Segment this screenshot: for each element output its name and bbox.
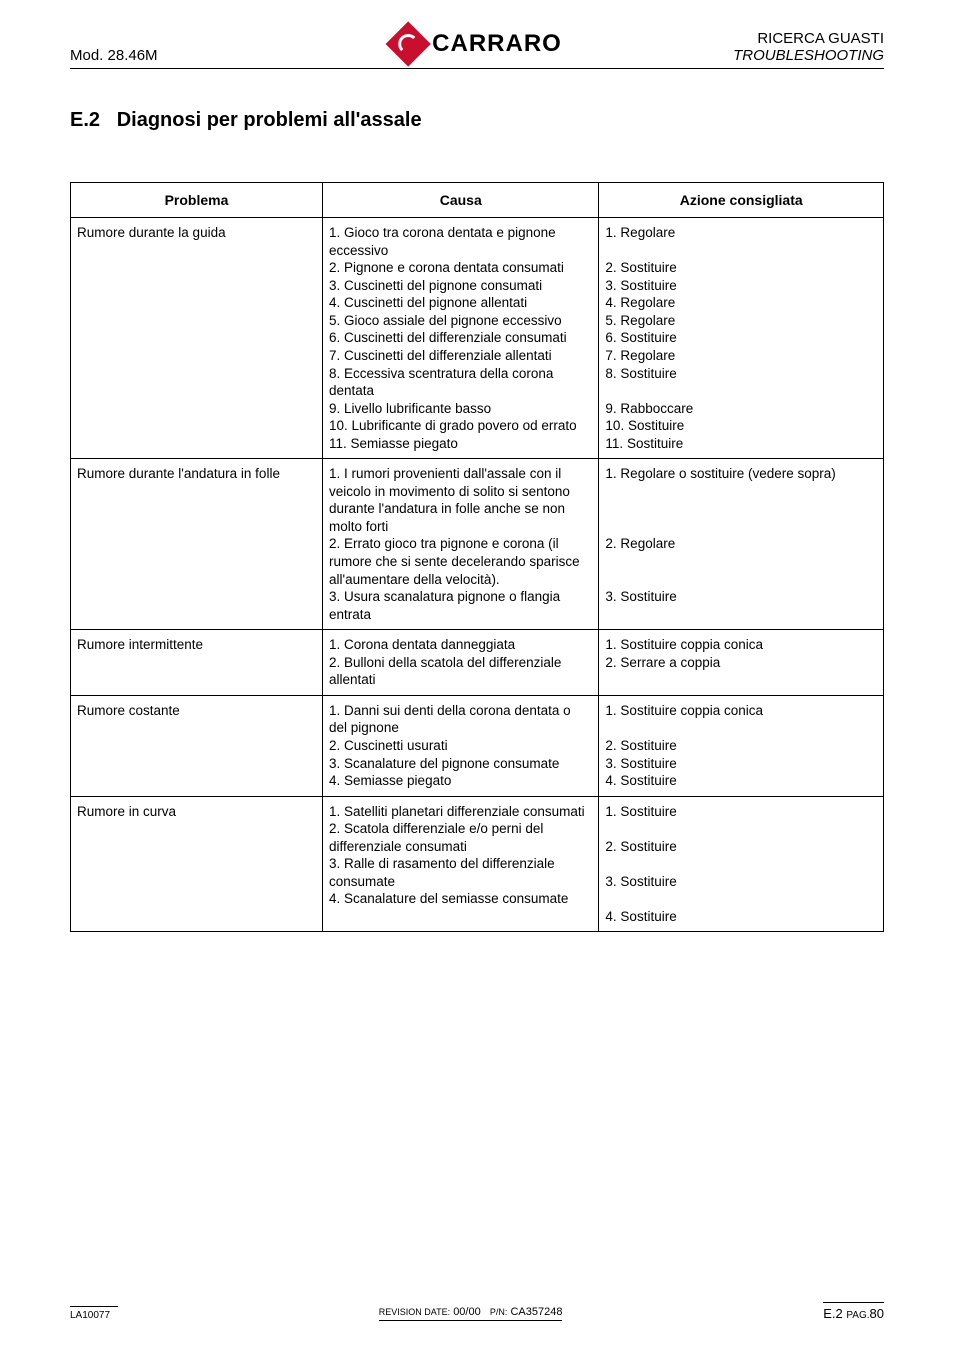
header-title-en: TROUBLESHOOTING	[733, 47, 884, 64]
diagnosis-table: Problema Causa Azione consigliata Rumore…	[70, 182, 884, 932]
footer-rev-label: REVISION DATE:	[379, 1307, 450, 1317]
cell-problema: Rumore costante	[71, 695, 323, 796]
table-header-row: Problema Causa Azione consigliata	[71, 183, 884, 218]
cell-problema: Rumore in curva	[71, 796, 323, 932]
cell-azione: 1. Sostituire coppia conica 2. Sostituir…	[599, 695, 884, 796]
footer-doc-id: LA10077	[70, 1306, 118, 1321]
cell-problema: Rumore durante l'andatura in folle	[71, 459, 323, 630]
carraro-logo-icon	[386, 21, 431, 66]
page-header: Mod. 28.46M CARRARO RICERCA GUASTI TROUB…	[70, 30, 884, 69]
footer-page: E.2 PAG.80	[823, 1302, 884, 1321]
header-causa: Causa	[323, 183, 599, 218]
table-row: Rumore durante l'andatura in folle1. I r…	[71, 459, 884, 630]
table-row: Rumore durante la guida1. Gioco tra coro…	[71, 218, 884, 459]
footer-revision: REVISION DATE: 00/00 P/N: CA357248	[379, 1306, 563, 1321]
table-row: Rumore costante1. Danni sui denti della …	[71, 695, 884, 796]
header-right: RICERCA GUASTI TROUBLESHOOTING	[733, 30, 884, 64]
logo: CARRARO	[392, 28, 562, 60]
footer-page-label: PAG.	[846, 1310, 869, 1321]
table-row: Rumore in curva1. Satelliti planetari di…	[71, 796, 884, 932]
cell-causa: 1. Satelliti planetari differenziale con…	[323, 796, 599, 932]
footer-pn-label: P/N:	[490, 1307, 508, 1317]
footer-section: E.2	[823, 1306, 843, 1321]
logo-text: CARRARO	[432, 30, 562, 58]
section-title: E.2 Diagnosi per problemi all'assale	[70, 109, 884, 132]
cell-azione: 1. Regolare o sostituire (vedere sopra) …	[599, 459, 884, 630]
cell-causa: 1. Corona dentata danneggiata 2. Bulloni…	[323, 630, 599, 696]
header-title-it: RICERCA GUASTI	[733, 30, 884, 47]
cell-azione: 1. Sostituire 2. Sostituire 3. Sostituir…	[599, 796, 884, 932]
footer-pn: CA357248	[510, 1306, 562, 1318]
cell-causa: 1. Danni sui denti della corona dentata …	[323, 695, 599, 796]
section-number: E.2	[70, 109, 100, 131]
header-problema: Problema	[71, 183, 323, 218]
model-number: Mod. 28.46M	[70, 47, 158, 64]
cell-azione: 1. Regolare 2. Sostituire 3. Sostituire …	[599, 218, 884, 459]
cell-causa: 1. I rumori provenienti dall'assale con …	[323, 459, 599, 630]
footer-page-number: 80	[870, 1306, 884, 1321]
header-azione: Azione consigliata	[599, 183, 884, 218]
cell-problema: Rumore durante la guida	[71, 218, 323, 459]
table-body: Rumore durante la guida1. Gioco tra coro…	[71, 218, 884, 932]
cell-problema: Rumore intermittente	[71, 630, 323, 696]
page-footer: LA10077 REVISION DATE: 00/00 P/N: CA3572…	[70, 1302, 884, 1321]
cell-causa: 1. Gioco tra corona dentata e pignone ec…	[323, 218, 599, 459]
footer-rev-date: 00/00	[453, 1306, 481, 1318]
table-row: Rumore intermittente1. Corona dentata da…	[71, 630, 884, 696]
cell-azione: 1. Sostituire coppia conica 2. Serrare a…	[599, 630, 884, 696]
section-heading: Diagnosi per problemi all'assale	[117, 109, 422, 131]
